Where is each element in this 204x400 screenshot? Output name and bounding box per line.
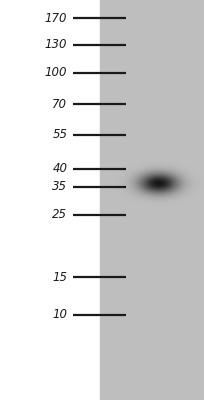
Text: 170: 170 — [45, 12, 67, 24]
Text: 100: 100 — [45, 66, 67, 79]
Text: 25: 25 — [52, 208, 67, 221]
Text: 15: 15 — [52, 271, 67, 284]
Text: 35: 35 — [52, 180, 67, 193]
Text: 70: 70 — [52, 98, 67, 110]
Text: 40: 40 — [52, 162, 67, 175]
Text: 55: 55 — [52, 128, 67, 141]
Text: 10: 10 — [52, 308, 67, 321]
Text: 130: 130 — [45, 38, 67, 51]
Bar — [100, 0, 204, 400]
